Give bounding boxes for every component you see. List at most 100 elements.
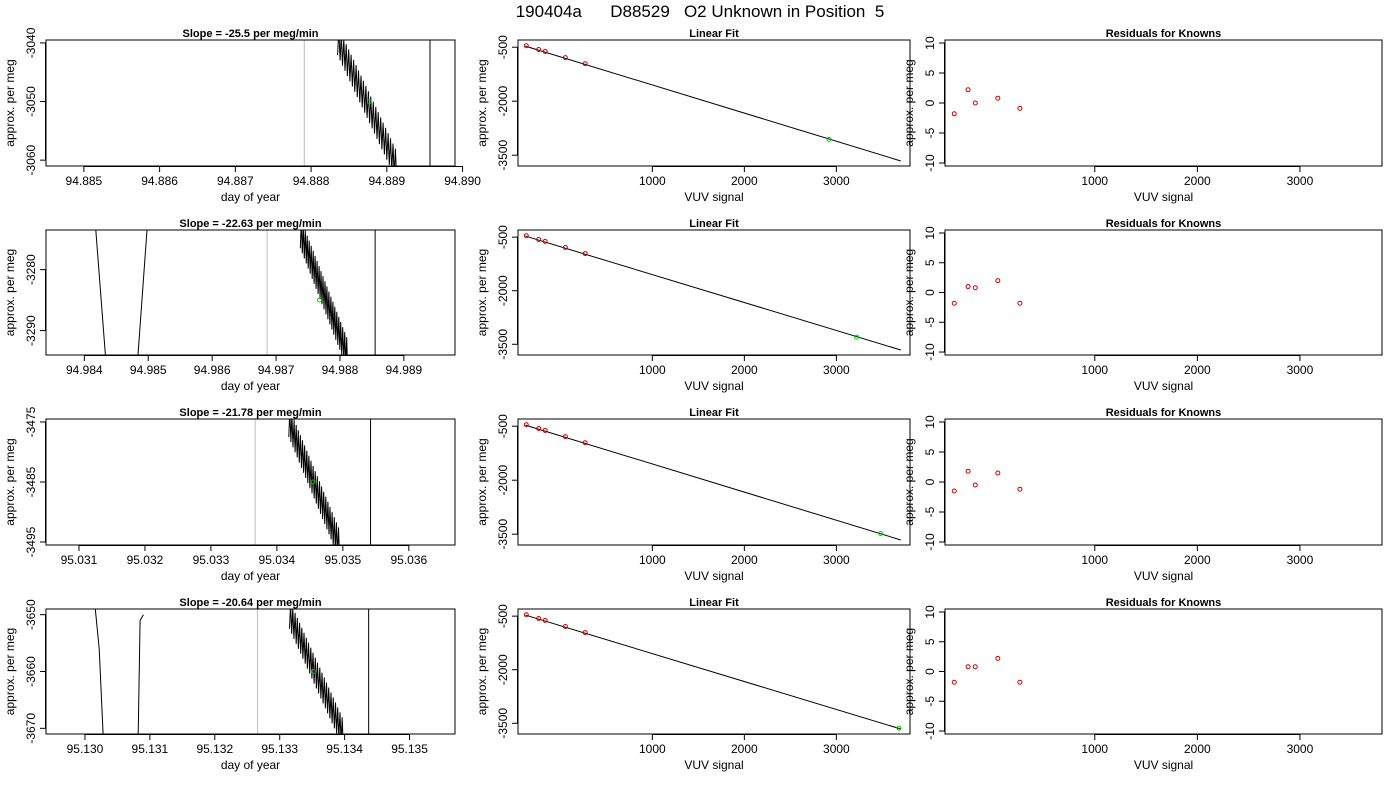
y-tick-label: 10 [923, 415, 937, 429]
data-series-line [288, 419, 340, 545]
y-tick-label: -5 [923, 317, 937, 328]
chart-title: Residuals for Knowns [1106, 28, 1222, 40]
x-tick-label: 94.987 [258, 363, 295, 377]
x-axis-label: VUV signal [1134, 190, 1193, 204]
plot-content [254, 419, 372, 545]
plot-content [951, 278, 1023, 306]
residual-point [1017, 105, 1023, 111]
x-tick-label: 2000 [1184, 553, 1211, 567]
x-tick-label: 3000 [1287, 174, 1314, 188]
known-point [582, 61, 588, 67]
residual-point [951, 679, 957, 685]
x-tick-label: 94.985 [130, 363, 167, 377]
y-tick-label: -500 [496, 225, 510, 249]
known-point [542, 238, 548, 244]
chart-panel-4-1: 95.130 95.131 95.132 95.133 95.134 95.135 -365… [3, 597, 456, 772]
x-axis-label: day of year [221, 190, 280, 204]
y-axis-label: approx. per meg [902, 628, 916, 715]
plot-frame [45, 39, 456, 167]
x-axis-label: day of year [221, 379, 280, 393]
x-axis-label: VUV signal [1134, 379, 1193, 393]
chart-panel-4-3: 1000 2000 3000 10 5 0 -5 -10 Residuals for Known… [902, 597, 1383, 772]
chart-panel-1-1: 94.885 94.886 94.887 94.888 94.889 94.890 -304… [3, 27, 481, 204]
chart-panel-2-3: 1000 2000 3000 10 5 0 -5 -10 Residuals for Known… [902, 218, 1383, 393]
x-tick-label: 94.886 [141, 174, 178, 188]
x-tick-label: 2000 [1184, 174, 1211, 188]
plot-content [95, 230, 376, 355]
x-tick-label: 94.885 [66, 174, 103, 188]
x-axis-label: day of year [221, 569, 280, 583]
x-tick-label: 2000 [731, 174, 758, 188]
x-tick-label: 3000 [1287, 742, 1314, 756]
known-point [536, 615, 542, 621]
chart-title: Residuals for Knowns [1106, 218, 1222, 230]
plot-content [303, 40, 431, 166]
plot-frame [517, 39, 911, 167]
y-tick-label: -2000 [496, 465, 510, 496]
y-axis-label: approx. per meg [475, 628, 489, 715]
plot-frame [944, 418, 1383, 546]
y-tick-label: -3650 [24, 599, 38, 630]
x-tick-label: 95.035 [325, 553, 362, 567]
y-tick-label: -10 [923, 533, 937, 551]
x-tick-label: 95.135 [391, 742, 428, 756]
chart-title: Slope = -22.63 per meg/min [179, 218, 321, 230]
y-tick-label: -3280 [24, 254, 38, 285]
x-tick-label: 1000 [639, 363, 666, 377]
y-tick-label: -3475 [24, 406, 38, 437]
known-point [542, 427, 548, 433]
trace-segment [137, 230, 148, 355]
trace-segment [137, 614, 144, 734]
residual-point [995, 278, 1001, 284]
trace-segment [95, 230, 106, 355]
x-tick-label: 3000 [823, 553, 850, 567]
y-tick-label: -3040 [24, 27, 38, 58]
x-tick-label: 1000 [1081, 363, 1108, 377]
known-point [582, 440, 588, 446]
y-tick-label: -500 [496, 604, 510, 628]
known-point [536, 236, 542, 242]
plot-frame [45, 229, 456, 356]
plot-frame [944, 229, 1383, 356]
chart-panel-2-1: 94.984 94.985 94.986 94.987 94.988 94.989 -328… [3, 218, 456, 393]
page-title: 190404a D88529 O2 Unknown in Position 5 [515, 2, 885, 21]
y-tick-label: -2000 [496, 275, 510, 306]
unknown-marker [366, 99, 372, 105]
x-axis-label: VUV signal [684, 758, 743, 772]
x-tick-label: 95.034 [259, 553, 296, 567]
y-tick-label: 10 [923, 36, 937, 50]
x-tick-label: 94.984 [66, 363, 103, 377]
residual-point [951, 300, 957, 306]
y-tick-label: -500 [496, 35, 510, 59]
data-series-line [299, 230, 348, 355]
x-tick-label: 2000 [1184, 742, 1211, 756]
plot-content [523, 233, 901, 351]
y-tick-label: -3500 [496, 708, 510, 739]
data-series-line [337, 40, 397, 166]
x-tick-label: 3000 [1287, 363, 1314, 377]
unknown-point [854, 334, 860, 340]
residual-point [951, 488, 957, 494]
residual-point [972, 100, 978, 106]
chart-title: Residuals for Knowns [1106, 597, 1222, 609]
y-tick-label: -3485 [24, 466, 38, 497]
y-axis-label: approx. per meg [3, 628, 17, 715]
known-point [523, 233, 529, 239]
known-point [582, 630, 588, 636]
y-tick-label: -5 [923, 127, 937, 138]
x-tick-label: 3000 [823, 742, 850, 756]
x-tick-label: 94.986 [194, 363, 231, 377]
x-tick-label: 1000 [1081, 174, 1108, 188]
x-tick-label: 1000 [1081, 742, 1108, 756]
y-tick-label: -2000 [496, 86, 510, 117]
chart-title: Slope = -21.78 per meg/min [179, 407, 321, 419]
y-tick-label: -10 [923, 343, 937, 361]
x-tick-label: 2000 [1184, 363, 1211, 377]
residual-point [965, 468, 971, 474]
fit-line [525, 424, 901, 541]
y-tick-label: -500 [496, 414, 510, 438]
plot-frame [944, 39, 1383, 167]
plot-frame [944, 608, 1383, 735]
x-tick-label: 94.887 [217, 174, 254, 188]
